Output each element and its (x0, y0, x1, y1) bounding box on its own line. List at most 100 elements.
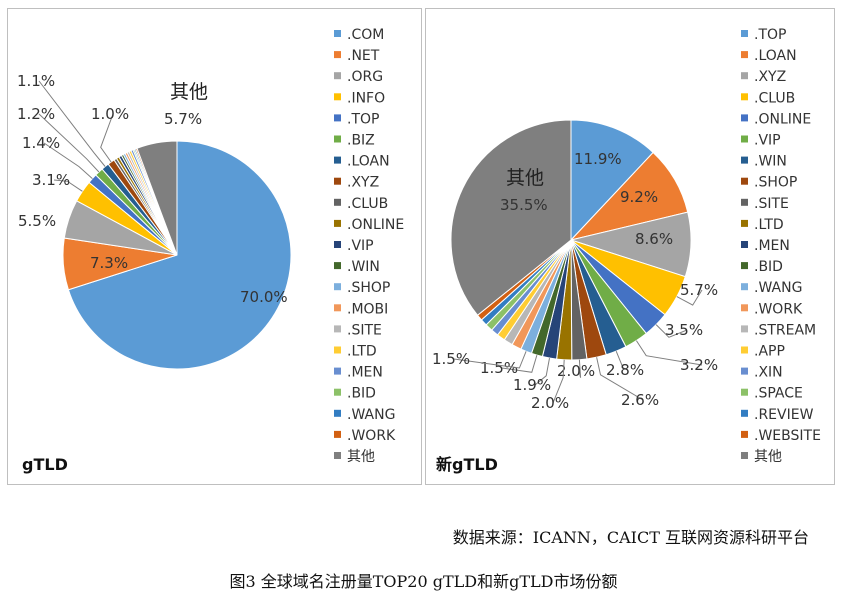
legend-swatch-loan (741, 51, 748, 59)
legend-swatch-wang (741, 283, 748, 291)
legend-swatch-space (741, 388, 748, 396)
legend-swatch-ltd (334, 346, 341, 354)
legend-label-space: .SPACE (754, 386, 803, 402)
new-gtld-legend: .TOP .LOAN .XYZ .CLUB .ONLINE .VIP .WIN .SHOP .S… (741, 27, 821, 465)
legend-label-other: 其他 (754, 449, 782, 465)
legend-label-men: .MEN (347, 365, 383, 381)
legend-label-club: .CLUB (347, 196, 388, 212)
legend-label-top: .TOP (347, 111, 379, 127)
leader-line-ltd (552, 359, 565, 404)
legend-label-wang: .WANG (754, 280, 802, 296)
legend-swatch-site (334, 325, 341, 333)
legend-label-bid: .BID (347, 386, 376, 402)
figure-caption: 图3 全球域名注册量TOP20 gTLD和新gTLD市场份额 (229, 572, 618, 591)
new-gtld-data-labels: 11.9% 9.2% 8.6% 5.7% 3.5% 3.2% 2.8% 2.6% 2.0% 2.0… (432, 150, 718, 412)
legend-swatch-top (334, 114, 341, 122)
leader-line-info (53, 179, 83, 192)
leader-line-wang (453, 351, 527, 369)
legend-label-other: 其他 (347, 449, 375, 465)
data-label-other: 5.7% (164, 110, 202, 128)
legend-label-online: .ONLINE (754, 111, 811, 127)
legend-swatch-xyz (334, 177, 341, 185)
legend-swatch-site (741, 198, 748, 206)
data-label-loan: 9.2% (620, 188, 658, 206)
legend-label-loan: .LOAN (754, 48, 797, 64)
legend-label-stream: .STREAM (754, 322, 816, 338)
leader-line-top (43, 142, 93, 179)
legend-swatch-biz (334, 135, 341, 143)
legend-swatch-work (741, 304, 748, 312)
legend-swatch-website (741, 430, 748, 438)
data-label-other: 35.5% (500, 196, 548, 214)
data-label-xyz: 1.0% (91, 105, 129, 123)
legend-label-xyz: .XYZ (754, 69, 786, 85)
legend-swatch-online (741, 114, 748, 122)
legend-swatch-shop (334, 283, 341, 291)
new-gtld-panel-title: 新gTLD (436, 455, 498, 474)
legend-label-vip: .VIP (754, 133, 781, 149)
legend-label-com: .COM (347, 27, 384, 43)
legend-label-org: .ORG (347, 69, 383, 85)
data-label-win: 2.8% (606, 361, 644, 379)
data-label-ltd: 2.0% (531, 394, 569, 412)
leader-line-biz (38, 113, 100, 173)
legend-swatch-review (741, 409, 748, 417)
data-label-men: 1.9% (513, 376, 551, 394)
legend-label-win: .WIN (347, 259, 380, 275)
gtld-panel-title: gTLD (22, 455, 68, 474)
legend-label-men: .MEN (754, 238, 790, 254)
legend-label-site: .SITE (754, 196, 789, 212)
legend-swatch-other (334, 452, 341, 459)
data-label-top: 1.4% (22, 134, 60, 152)
gtld-data-labels: 70.0% 7.3% 5.5% 3.1% 1.4% 1.2% 1.1% 1.0% 其他 5.7% (17, 72, 288, 306)
legend-label-wang: .WANG (347, 407, 395, 423)
legend-swatch-xin (741, 367, 748, 375)
pie-slice-other (450, 119, 572, 316)
leader-line-shop (596, 357, 644, 401)
legend-label-mobi: .MOBI (347, 301, 388, 317)
legend-swatch-win (334, 262, 341, 270)
legend-swatch-xyz (741, 72, 748, 80)
legend-label-top: .TOP (754, 27, 786, 43)
legend-swatch-loan (334, 156, 341, 164)
leader-line-win (615, 351, 629, 371)
legend-swatch-stream (741, 325, 748, 333)
data-label-bid: 1.5% (480, 359, 518, 377)
legend-label-work: .WORK (347, 428, 396, 444)
legend-swatch-club (741, 93, 748, 101)
data-label-club: 5.7% (680, 281, 718, 299)
legend-label-ltd: .LTD (347, 344, 377, 360)
legend-label-biz: .BIZ (347, 133, 375, 149)
legend-swatch-app (741, 346, 748, 354)
legend-swatch-org (334, 72, 341, 80)
legend-label-net: .NET (347, 48, 380, 64)
legend-swatch-vip (741, 135, 748, 143)
source-note: 数据来源：ICANN，CAICT 互联网资源科研平台 (452, 528, 809, 547)
pie-slice-com (67, 140, 292, 370)
legend-label-info: .INFO (347, 90, 385, 106)
data-label-biz: 1.2% (17, 105, 55, 123)
data-label-name-other: 其他 (506, 167, 544, 189)
legend-label-app: .APP (754, 344, 785, 360)
legend-label-website: .WEBSITE (754, 428, 821, 444)
legend-label-win: .WIN (754, 154, 787, 170)
legend-swatch-vip (334, 241, 341, 248)
legend-swatch-bid (741, 262, 748, 270)
leader-line-club (676, 289, 703, 306)
data-label-info: 3.1% (32, 171, 70, 189)
gtld-pie (62, 140, 292, 370)
legend-label-loan: .LOAN (347, 154, 390, 170)
legend-swatch-online (334, 219, 341, 227)
pie-slice-other (136, 140, 178, 256)
gtld-legend: .COM .NET .ORG .INFO .TOP .BIZ .LOAN .XYZ .CLUB.… (334, 27, 404, 465)
figure: .COM .NET .ORG .INFO .TOP .BIZ .LOAN .XYZ .CLUB.… (7, 8, 835, 485)
data-label-net: 7.3% (90, 254, 128, 272)
legend-label-shop: .SHOP (754, 175, 797, 191)
data-label-shop: 2.6% (621, 391, 659, 409)
legend-label-bid: .BID (754, 259, 783, 275)
leader-line-online (655, 324, 688, 338)
leader-line-xyz (100, 113, 114, 163)
legend-swatch-work (334, 430, 341, 438)
legend-swatch-info (334, 93, 341, 101)
data-label-site: 2.0% (557, 362, 595, 380)
